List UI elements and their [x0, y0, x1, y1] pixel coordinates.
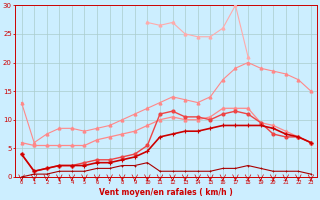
X-axis label: Vent moyen/en rafales ( km/h ): Vent moyen/en rafales ( km/h ): [100, 188, 233, 197]
